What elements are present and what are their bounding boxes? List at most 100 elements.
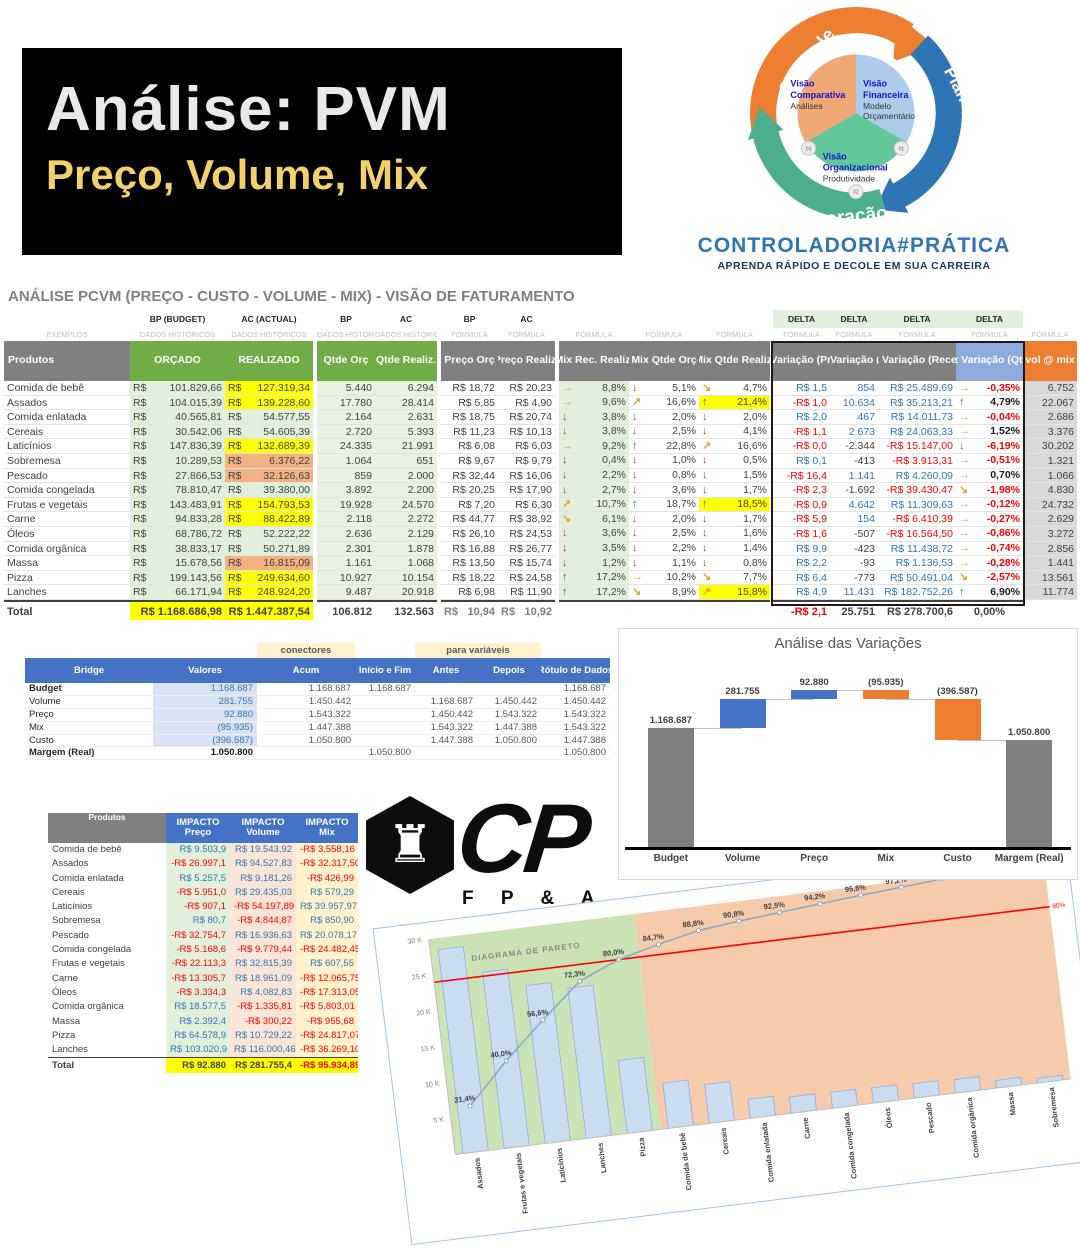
- impact-volume: R$ 4.082,83: [230, 985, 296, 1001]
- impact-row: Sobremesa R$ 80,7 -R$ 4.844,87 R$ 850,90: [48, 914, 358, 929]
- cell: ↓ 3,6%: [629, 483, 699, 498]
- product-name-cell: Comida orgânica: [4, 542, 130, 557]
- cell-value: 30.542,06: [175, 425, 222, 438]
- cell: → 10,2%: [629, 571, 699, 586]
- impact-total-label: Total: [48, 1057, 166, 1074]
- cell-value: 6,1%: [602, 512, 626, 525]
- down-arrow-icon: ↓: [632, 454, 638, 467]
- cell: R$ 182.752,26: [878, 585, 956, 600]
- currency-symbol: R$: [133, 382, 147, 394]
- impact-volume: R$ 32.815,39: [230, 957, 296, 972]
- cell: 19.928: [317, 497, 375, 513]
- cell: → 9,6%: [559, 395, 629, 411]
- impact-volume: -R$ 1.335,81: [230, 1000, 296, 1015]
- down-arrow-icon: ↓: [562, 542, 568, 555]
- impact-product-name: Massa: [52, 1015, 80, 1027]
- cell: → -0,86%: [956, 527, 1023, 542]
- waterfall-category-label: Margem (Real): [994, 853, 1064, 864]
- cell: R$ 20,23: [498, 381, 555, 396]
- bridge-row-name: Mix: [25, 722, 153, 735]
- impact-header-row: Produtos IMPACTO Preço IMPACTO Volume IMPACTO…: [48, 813, 358, 843]
- impact-preco: R$ 64.578,9: [166, 1028, 230, 1044]
- cell: R$ 154.793,53: [225, 497, 313, 513]
- waterfall-bar-label: 1.050.800: [1008, 726, 1051, 738]
- waterfall-bar-margem-real-: [1006, 739, 1053, 847]
- column-header: ORÇADO: [130, 341, 225, 381]
- pareto-cumulative-marker: [898, 884, 904, 890]
- cell-value: 21,4%: [737, 396, 767, 409]
- cell-value: 2,2%: [672, 542, 696, 555]
- pareto-cumulative-marker: [655, 941, 661, 947]
- impact-total-mix: -R$ 95.934,89: [296, 1057, 358, 1074]
- cell: R$ 2,2: [773, 556, 830, 571]
- cell: ↓ 5,1%: [629, 381, 699, 396]
- currency-symbol: R$: [133, 440, 147, 453]
- cell: R$ 66.171,94: [130, 585, 225, 600]
- cell: 854: [830, 381, 878, 396]
- bridge-row: Budget 1.168.687 1.168.687 1.168.687 1.168.6…: [25, 683, 611, 696]
- cell-value: -1,98%: [986, 483, 1020, 496]
- cell-value: 199.143,56: [169, 571, 222, 584]
- product-name-cell: Assados: [4, 396, 130, 411]
- cell-value: 2,0%: [672, 512, 696, 525]
- bridge-row-name: Budget: [25, 683, 153, 696]
- impact-mix: -R$ 17.313,05: [296, 985, 358, 1001]
- cell: R$ 11.438,72: [878, 542, 956, 557]
- cell: 17.780: [317, 395, 375, 411]
- currency-symbol: R$: [228, 484, 242, 497]
- impact-row: Comida de bebê R$ 9.503,9 R$ 19.543,92 -R$ …: [48, 843, 358, 858]
- cell: ↓ 1,2%: [559, 556, 629, 571]
- cell: R$ 26,10: [441, 527, 498, 542]
- pareto-ytick: 5 K: [433, 1116, 445, 1124]
- financeira-sector: [856, 54, 915, 143]
- cell-value: -0,04%: [986, 410, 1020, 423]
- cell: 13.561: [1023, 570, 1077, 586]
- cell: R$ 11.309,63: [878, 498, 956, 513]
- right-arrow-icon: →: [959, 542, 970, 555]
- cell-value: 2,0%: [672, 410, 696, 423]
- tier2-label: FÓRMULA: [783, 330, 820, 339]
- down-arrow-icon: ↓: [632, 469, 638, 482]
- tier2-label: FÓRMULA: [971, 330, 1008, 339]
- bridge-row: Custo (396.587) 1.050.800 1.447.388 1.050.80…: [25, 734, 611, 748]
- down-arrow-icon: ↓: [632, 425, 638, 438]
- cell: 11.774: [1023, 585, 1077, 600]
- cell-value: -0,74%: [986, 542, 1020, 555]
- bridge-row: Margem (Real) 1.050.800 1.050.800 1.050.800: [25, 747, 611, 761]
- segment-number: 01: [899, 146, 905, 152]
- impact-column-header: IMPACTO Volume: [230, 813, 296, 843]
- cell: R$ 88.422,89: [225, 512, 313, 527]
- right-arrow-icon: →: [959, 498, 970, 511]
- chess-rook-icon: ♜: [386, 816, 434, 874]
- cell: R$ 32,44: [441, 469, 498, 484]
- impact-row: Massa R$ 2.392,4 -R$ 300,22 -R$ 955,68: [48, 1014, 358, 1029]
- impact-preco: -R$ 22.113,3: [166, 957, 230, 972]
- cell: ↓ -6,19%: [956, 439, 1023, 454]
- tier2-label: DADOS HISTÓRICOS: [375, 330, 437, 339]
- currency-symbol: R$: [228, 557, 242, 570]
- cell: 4.830: [1023, 483, 1077, 498]
- cell: R$ 127.319,34: [225, 381, 313, 396]
- up-arrow-icon: ↑: [632, 498, 638, 511]
- bridge-valores: 281.755: [153, 695, 257, 709]
- visao-organizacional-subtitle: Produtividade: [823, 174, 876, 184]
- cell-value: 9,2%: [602, 439, 626, 452]
- cell-value: -0,51%: [986, 454, 1020, 467]
- tier2-label: FÓRMULA: [508, 330, 545, 339]
- cell: 28.414: [375, 395, 437, 411]
- header-line: IMPACTO: [305, 816, 349, 828]
- impact-volume: R$ 10.729,22: [230, 1028, 296, 1044]
- impact-preco: -R$ 32.754,7: [166, 928, 230, 944]
- bridge-antes: 1.450.442: [415, 709, 477, 722]
- cell-value: 2,5%: [672, 527, 696, 540]
- cp-logo-text: CP: [452, 783, 592, 893]
- bridge-antes: [415, 747, 477, 761]
- currency-symbol: R$: [228, 527, 242, 540]
- brand-tagline: APRENDA RÁPIDO E DECOLE EM SUA CARREIRA: [717, 260, 991, 272]
- bridge-depois: 1.050.800: [477, 735, 541, 748]
- cell: R$ 104.015,39: [130, 395, 225, 411]
- bridge-row: Volume 281.755 1.450.442 1.168.687 1.450.442…: [25, 695, 611, 709]
- cell-value: 27.866,53: [175, 469, 222, 482]
- cell: -R$ 1,1: [773, 425, 830, 440]
- currency-symbol: R$: [228, 396, 242, 409]
